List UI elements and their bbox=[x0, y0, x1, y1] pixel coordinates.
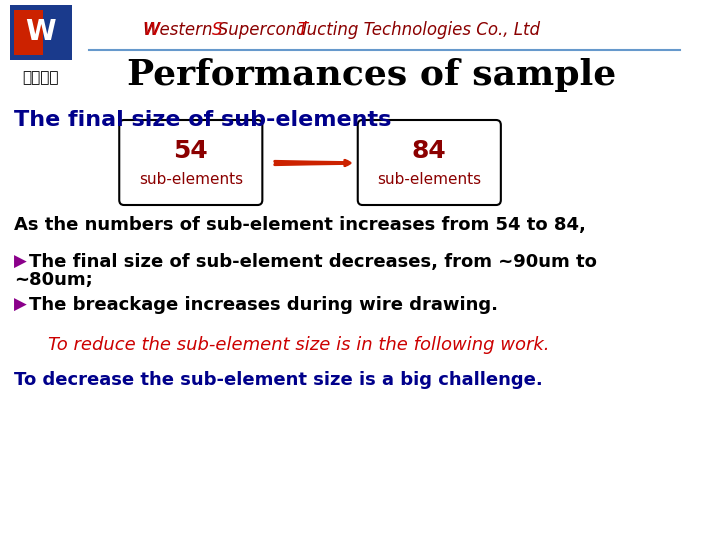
Text: The final size of sub-element decreases, from ~90um to: The final size of sub-element decreases,… bbox=[29, 253, 596, 271]
Text: W: W bbox=[143, 21, 160, 39]
Text: To reduce the sub-element size is in the following work.: To reduce the sub-element size is in the… bbox=[48, 336, 549, 354]
Text: To decrease the sub-element size is a big challenge.: To decrease the sub-element size is a bi… bbox=[14, 371, 543, 389]
Text: 54: 54 bbox=[174, 139, 208, 163]
Text: ▶: ▶ bbox=[14, 296, 27, 314]
FancyBboxPatch shape bbox=[9, 5, 71, 60]
Text: As the numbers of sub-element increases from 54 to 84,: As the numbers of sub-element increases … bbox=[14, 216, 586, 234]
Text: sub-elements: sub-elements bbox=[377, 172, 482, 186]
Text: Western Superconducting Technologies Co., Ltd: Western Superconducting Technologies Co.… bbox=[143, 21, 540, 39]
FancyBboxPatch shape bbox=[358, 120, 501, 205]
Text: sub-elements: sub-elements bbox=[139, 172, 243, 186]
Text: S: S bbox=[212, 21, 222, 39]
Text: T: T bbox=[297, 21, 307, 39]
Text: 西部超导: 西部超导 bbox=[22, 70, 58, 85]
Text: The final size of sub-elements: The final size of sub-elements bbox=[14, 110, 392, 130]
Text: ▶: ▶ bbox=[14, 253, 27, 271]
Text: Performances of sample: Performances of sample bbox=[127, 58, 617, 92]
FancyBboxPatch shape bbox=[14, 10, 43, 55]
Text: ~80um;: ~80um; bbox=[14, 271, 93, 289]
Text: W: W bbox=[24, 18, 55, 46]
FancyBboxPatch shape bbox=[120, 120, 262, 205]
Text: The breackage increases during wire drawing.: The breackage increases during wire draw… bbox=[29, 296, 498, 314]
Text: 84: 84 bbox=[412, 139, 446, 163]
